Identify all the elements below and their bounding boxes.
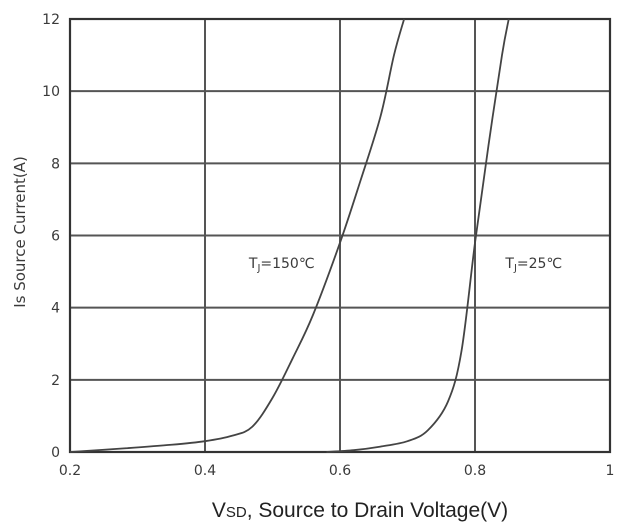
series-line-1: [326, 18, 510, 453]
x-tick-label-4: 1: [606, 463, 615, 479]
y-tick-label-3: 6: [51, 229, 60, 245]
y-tick-label-0: 0: [51, 445, 60, 461]
x-tick-label-2: 0.6: [329, 463, 351, 479]
x-tick-labels: 0.2 0.4 0.6 0.8 1: [59, 463, 615, 479]
y-tick-labels: 0 2 4 6 8 10 12: [42, 12, 60, 461]
y-tick-label-5: 10: [42, 84, 60, 100]
x-tick-label-0: 0.2: [59, 463, 81, 479]
y-tick-label-2: 4: [51, 301, 60, 317]
y-tick-label-6: 12: [42, 12, 60, 28]
x-axis-label-main: V: [212, 499, 226, 522]
y-axis-label: Is Source Current(A): [11, 156, 29, 308]
x-axis-label: VSD, Source to Drain Voltage(V): [212, 499, 508, 522]
series-annotations: TJ=150℃ TJ=25℃: [248, 256, 562, 274]
x-tick-label-1: 0.4: [194, 463, 216, 479]
series-line-0: [69, 18, 405, 453]
y-tick-label-4: 8: [51, 156, 60, 172]
series-lines: [69, 18, 510, 453]
y-tick-label-1: 2: [51, 373, 60, 389]
grid: [70, 19, 610, 452]
series-label-0: TJ=150℃: [248, 256, 315, 274]
x-tick-label-3: 0.8: [464, 463, 486, 479]
series-label-1: TJ=25℃: [504, 256, 562, 274]
x-axis-label-sub: SD: [226, 504, 247, 521]
x-axis-label-rest: , Source to Drain Voltage(V): [247, 499, 508, 522]
